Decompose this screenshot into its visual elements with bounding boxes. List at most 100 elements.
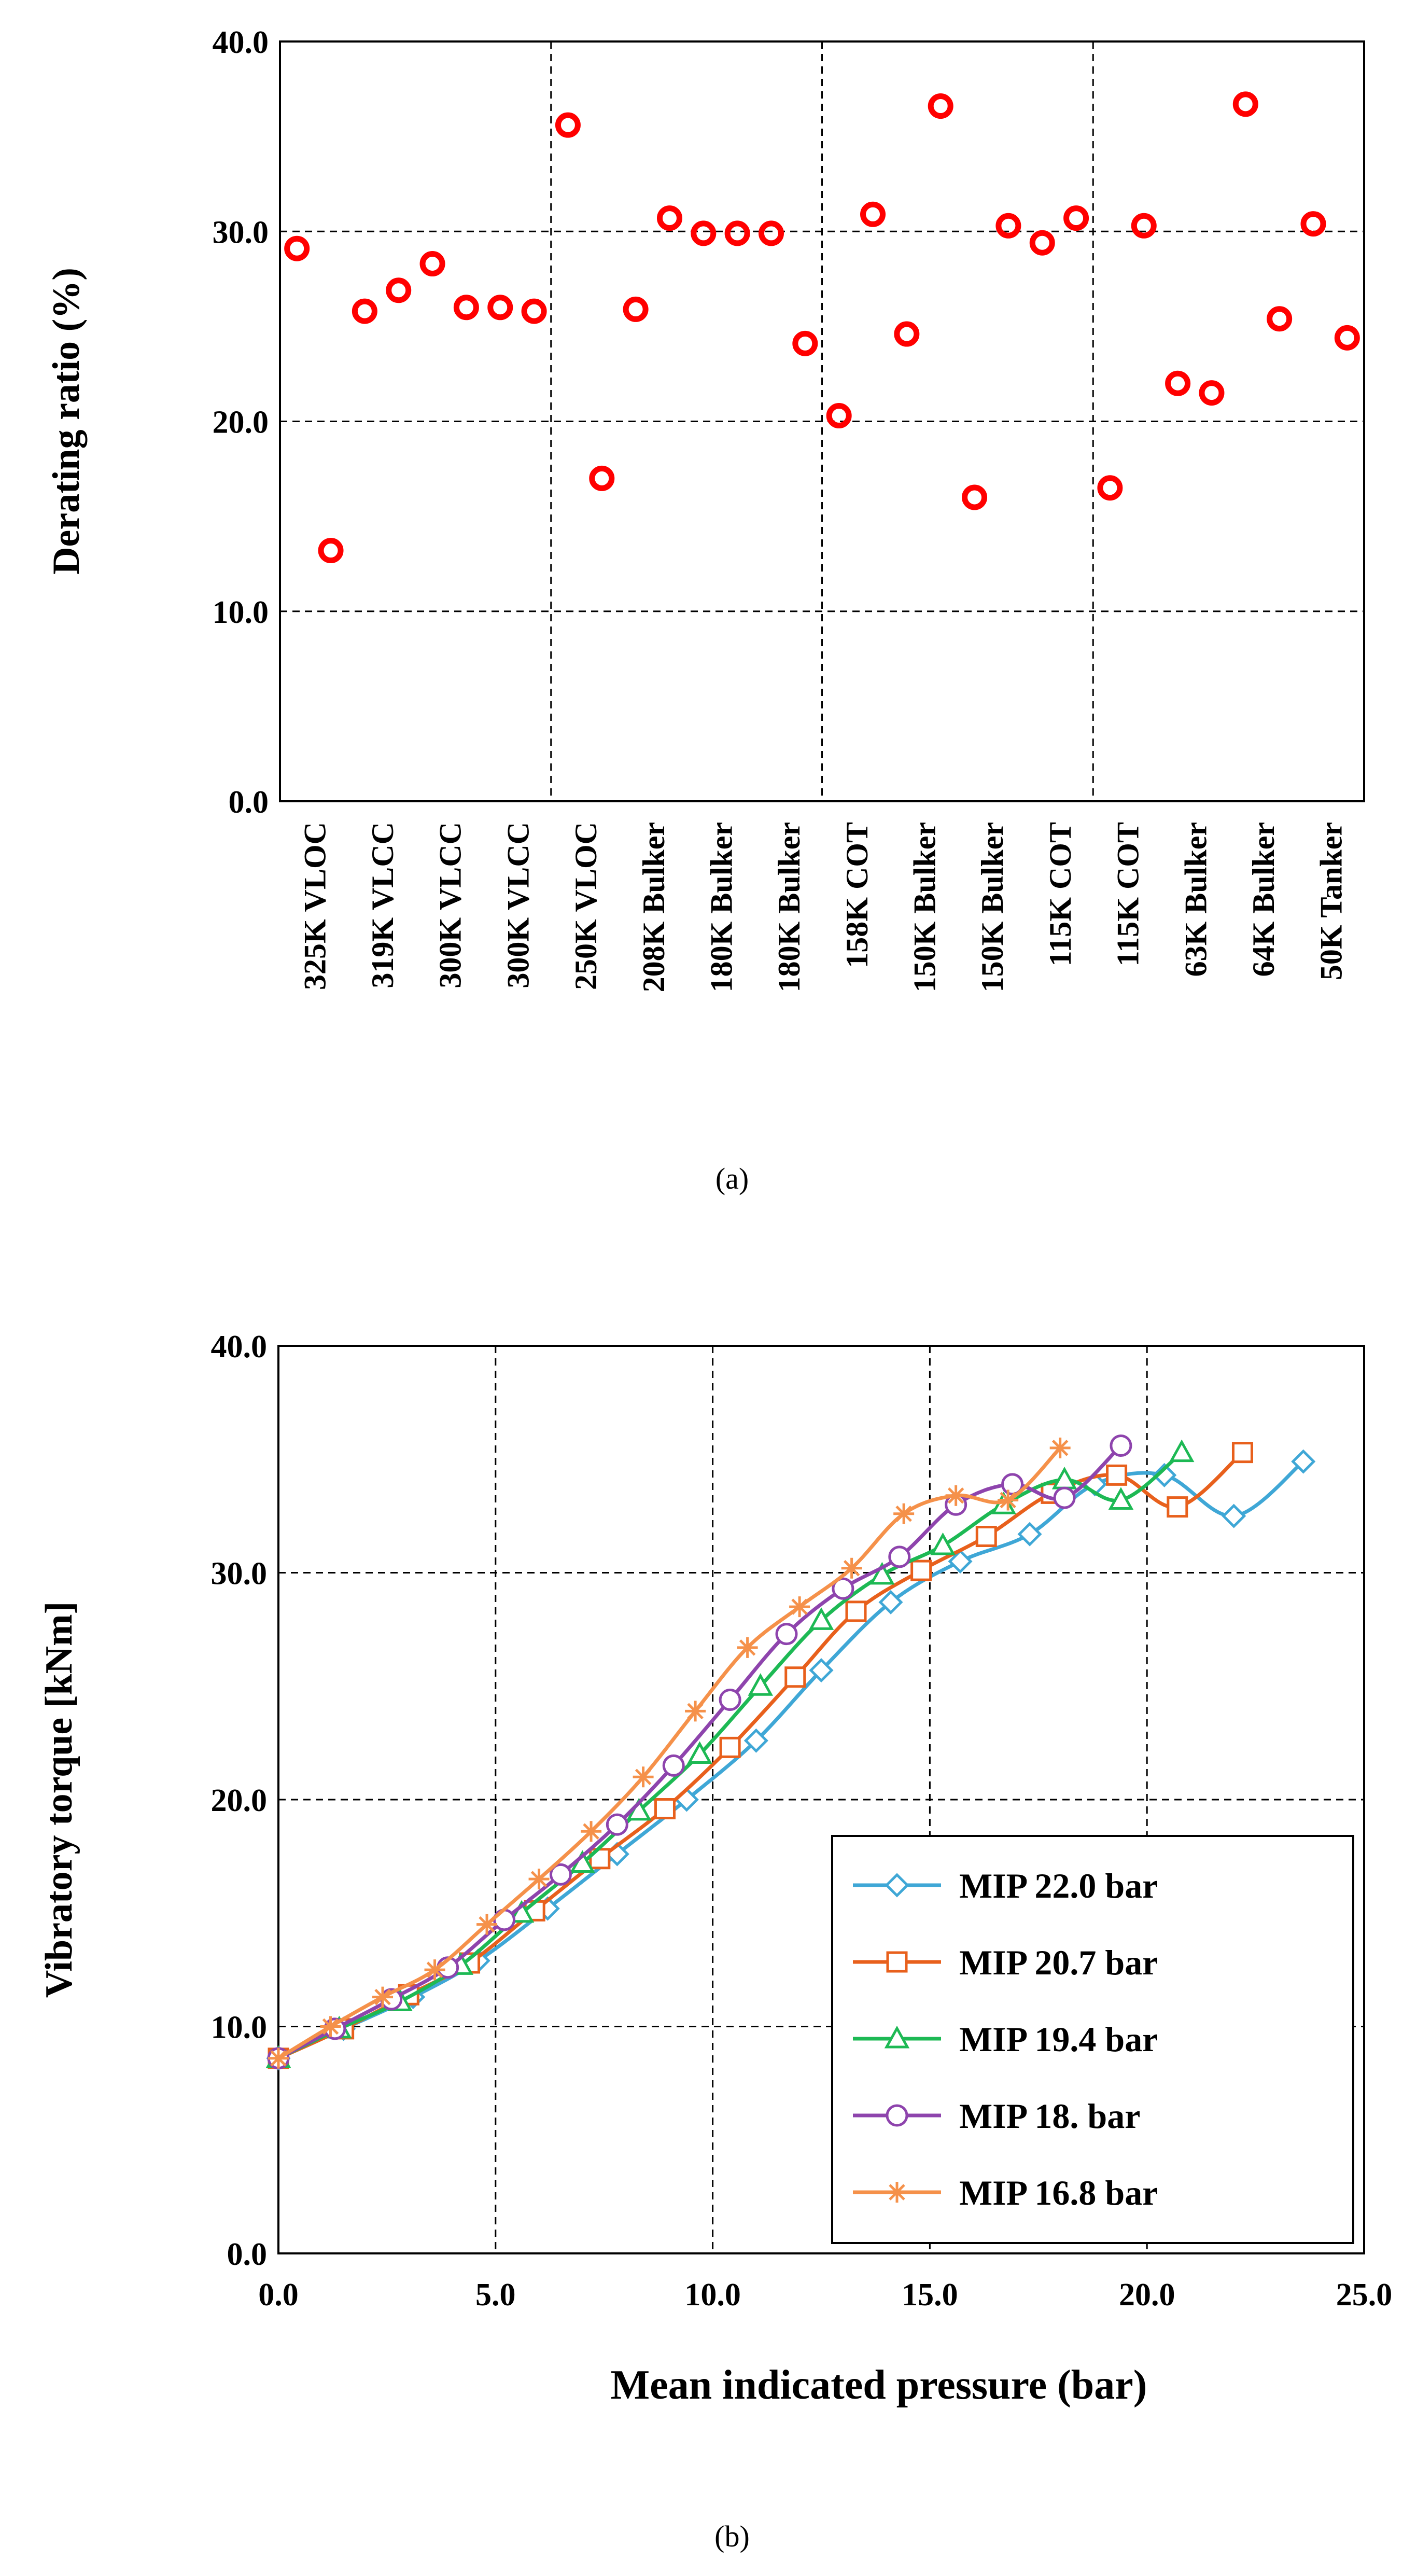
panel-b-series-3: [267, 1435, 1132, 2070]
panel-b-point: [549, 1863, 572, 1886]
panel-a-point: [860, 201, 886, 227]
panel-a-category-label: 319K VLCC: [366, 822, 400, 988]
panel-b-point: [719, 1689, 741, 1711]
panel-a-point: [995, 213, 1021, 239]
panel-a-point: [1029, 230, 1055, 256]
panel-b-point: [948, 1549, 973, 1574]
panel-b-y-tick: 40.0: [211, 1329, 268, 1364]
panel-b-legend-label: MIP 16.8 bar: [959, 2173, 1158, 2212]
panel-a-point: [962, 484, 988, 510]
panel-b-label: (b): [714, 2519, 750, 2553]
panel-a-point: [453, 295, 479, 321]
panel-b-series-line: [277, 1446, 1062, 2060]
panel-b-point: [320, 2016, 341, 2037]
panel-a-point: [419, 251, 445, 277]
panel-a-category-label: 208K Bulker: [637, 822, 671, 992]
panel-b-point: [845, 1600, 867, 1622]
panel-a-category-label: 64K Bulker: [1246, 822, 1281, 977]
panel-b-point: [975, 1526, 997, 1547]
panel-a-point: [623, 296, 649, 322]
panel-b-point: [1291, 1449, 1316, 1474]
panel-b-point: [687, 1741, 712, 1764]
panel-a-point: [1334, 325, 1360, 351]
panel-a-category-label: 180K Bulker: [704, 822, 738, 992]
panel-a-category-label: 180K Bulker: [772, 822, 806, 992]
panel-b-y-tick: 10.0: [211, 2010, 268, 2045]
panel-a-point: [555, 112, 581, 138]
panel-b-legend-item: MIP 18. bar: [853, 2096, 1140, 2136]
panel-a-point: [386, 277, 412, 303]
panel-a-point: [1165, 370, 1191, 396]
panel-b-legend-item: MIP 16.8 bar: [853, 2173, 1158, 2212]
panel-a-point: [318, 538, 344, 564]
panel-b-point: [1106, 1464, 1128, 1486]
panel-b-legend-item: MIP 20.7 bar: [853, 1943, 1158, 1982]
panel-a-gridlines: [280, 41, 1364, 801]
panel-a-point: [487, 295, 513, 321]
panel-a-point: [284, 235, 310, 261]
panel-b-x-tick: 0.0: [258, 2277, 299, 2313]
panel-a-x-tick-labels: 325K VLOC 319K VLCC 300K VLCC 300K VLCC 250K…: [298, 822, 1348, 992]
panel-b-series-4: [268, 1437, 1071, 2069]
panel-a-point: [1300, 211, 1326, 237]
panel-a-point: [758, 220, 784, 246]
panel-b-point: [832, 1577, 854, 1600]
panel-a-category-label: 300K VLCC: [501, 822, 535, 988]
panel-b-point: [930, 1532, 956, 1555]
panel-b-legend-marker: [885, 1873, 909, 1898]
panel-a-y-tick-labels: 0.0 10.0 20.0 30.0 40.0: [213, 25, 269, 820]
panel-b-point: [372, 1986, 394, 2008]
panel-a-point: [1131, 213, 1157, 239]
panel-b-x-tick: 5.0: [475, 2277, 516, 2313]
panel-b-point: [1222, 1503, 1246, 1528]
panel-b-y-axis-label: Vibratory torque [kNm]: [38, 1602, 80, 1998]
panel-a-point: [1199, 380, 1225, 406]
panel-b-y-tick: 0.0: [227, 2237, 268, 2272]
panel-a-y-axis-label: Derating ratio (%): [45, 268, 88, 575]
panel-a-category-label: 250K VLOC: [569, 822, 603, 990]
panel-a-point: [1267, 306, 1293, 332]
panel-a-point: [521, 298, 547, 324]
panel-b-point: [662, 1754, 685, 1777]
panel-b-point: [789, 1596, 810, 1618]
panel-b-point: [998, 1489, 1019, 1511]
panel-b-y-tick-labels: 0.0 10.0 20.0 30.0 40.0: [211, 1329, 268, 2272]
panel-b-point: [893, 1503, 915, 1524]
panel-a-plot-frame: [279, 40, 1365, 802]
panel-a-point: [1063, 205, 1089, 231]
panel-b-legend-label: MIP 20.7 bar: [959, 1943, 1158, 1982]
panel-a-category-label: 115K COT: [1111, 822, 1145, 966]
panel-a-point: [724, 220, 750, 246]
panel-a-category-label: 63K Bulker: [1179, 822, 1213, 977]
panel-b-x-tick-labels: 0.0 5.0 10.0 15.0 20.0 25.0: [258, 2277, 1392, 2313]
panel-a-point: [656, 205, 682, 231]
panel-b-point: [476, 1914, 498, 1935]
panel-b-point: [719, 1736, 741, 1758]
panel-b-legend-marker: [886, 2104, 908, 2127]
panel-b-legend-label: MIP 18. bar: [959, 2096, 1140, 2136]
panel-a-y-tick: 10.0: [213, 595, 269, 630]
panel-b-point: [1017, 1522, 1042, 1547]
panel-a-derating-chart: 0.0 10.0 20.0 30.0 40.0 325K VLOC 319K VLCC 30…: [45, 25, 1365, 1195]
panel-a-point: [894, 321, 920, 347]
panel-b-point: [1152, 1463, 1177, 1487]
panel-b-point: [945, 1485, 966, 1506]
panel-b-point: [1110, 1435, 1132, 1457]
panel-b-point: [1049, 1437, 1071, 1458]
panel-a-category-label: 325K VLOC: [298, 822, 332, 990]
panel-b-legend-item: MIP 22.0 bar: [853, 1866, 1158, 1905]
panel-a-point: [691, 220, 717, 246]
panel-b-legend-item: MIP 19.4 bar: [853, 2020, 1158, 2059]
panel-b-point: [809, 1658, 834, 1683]
panel-b-point: [633, 1766, 654, 1788]
panel-b-point: [1053, 1486, 1076, 1509]
panel-a-category-label: 158K COT: [840, 822, 874, 968]
panel-a-category-label: 115K COT: [1043, 822, 1077, 966]
panel-a-point: [589, 465, 615, 491]
panel-b-point: [748, 1673, 773, 1696]
panel-b-point: [1169, 1439, 1195, 1463]
panel-a-point: [928, 93, 953, 119]
panel-b-point: [1167, 1496, 1188, 1518]
panel-b-legend: MIP 22.0 bar MIP 20.7 bar MIP 19.4 bar MIP …: [831, 1835, 1354, 2244]
